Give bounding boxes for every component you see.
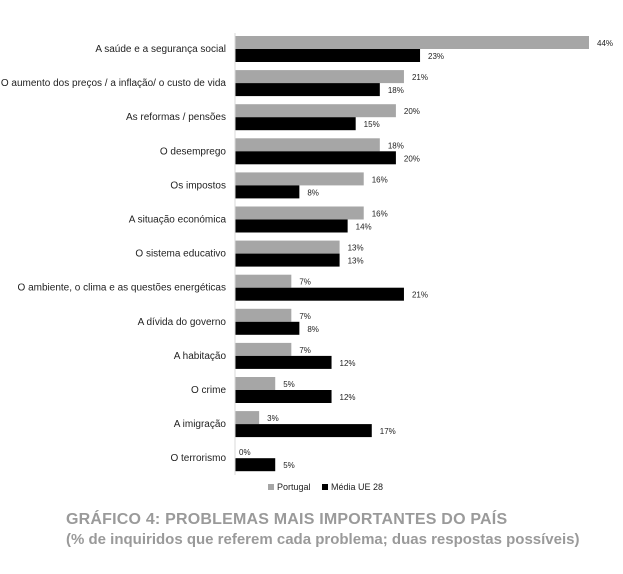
bar-portugal — [235, 240, 340, 254]
data-label: 44% — [597, 39, 613, 48]
data-labels: 44%23%21%18%20%15%18%20%16%8%16%14%13%13… — [239, 39, 613, 470]
bar-media-ue28 — [235, 253, 340, 267]
category-label: A habitação — [174, 351, 227, 362]
data-label: 8% — [307, 325, 319, 334]
legend-label: Portugal — [277, 482, 311, 492]
bar-media-ue28 — [235, 287, 404, 301]
legend-swatch — [322, 484, 328, 490]
bar-chart: A saúde e a segurança social O aumento do… — [1, 33, 613, 492]
bar-portugal — [235, 104, 396, 118]
data-label: 16% — [372, 175, 388, 184]
data-label: 17% — [380, 427, 396, 436]
data-label: 0% — [239, 448, 251, 457]
data-label: 5% — [283, 461, 295, 470]
data-label: 21% — [412, 291, 428, 300]
bar-portugal — [235, 411, 260, 425]
data-label: 23% — [428, 52, 444, 61]
data-label: 14% — [356, 223, 372, 232]
category-label: A situação económica — [129, 215, 227, 226]
category-label: O ambiente, o clima e as questões energé… — [18, 283, 226, 294]
bar-media-ue28 — [235, 117, 356, 131]
data-label: 8% — [307, 188, 319, 197]
bar-portugal — [235, 342, 292, 356]
bar-media-ue28 — [235, 458, 276, 472]
legend-label: Média UE 28 — [331, 482, 383, 492]
data-label: 20% — [404, 107, 420, 116]
figure-caption: GRÁFICO 4: PROBLEMAS MAIS IMPORTANTES DO… — [66, 510, 616, 549]
legend: Portugal Média UE 28 — [268, 482, 383, 492]
bar-media-ue28 — [235, 355, 332, 369]
bar-portugal — [235, 138, 380, 152]
data-label: 5% — [283, 380, 295, 389]
data-label: 21% — [412, 73, 428, 82]
bars — [235, 36, 589, 472]
bar-media-ue28 — [235, 390, 332, 403]
category-label: As reformas / pensões — [126, 112, 226, 123]
category-label: O aumento dos preços / a inflação/ o cus… — [1, 78, 227, 89]
data-label: 7% — [299, 346, 311, 355]
category-label: A dívida do governo — [138, 317, 227, 328]
category-labels: A saúde e a segurança social O aumento do… — [1, 44, 227, 464]
data-label: 13% — [348, 257, 364, 266]
bar-portugal — [235, 36, 589, 49]
category-label: O crime — [191, 385, 226, 396]
bar-portugal — [235, 70, 404, 84]
category-label: O sistema educativo — [135, 249, 226, 260]
data-label: 20% — [404, 154, 420, 163]
data-label: 18% — [388, 141, 404, 150]
category-label: O terrorismo — [170, 453, 226, 464]
category-label: A saúde e a segurança social — [95, 44, 226, 55]
bar-media-ue28 — [235, 185, 300, 199]
bar-portugal — [235, 172, 364, 186]
data-label: 18% — [388, 86, 404, 95]
category-label: Os impostos — [170, 180, 226, 191]
data-label: 16% — [372, 210, 388, 219]
bar-media-ue28 — [235, 83, 380, 97]
data-label: 7% — [299, 278, 311, 287]
data-label: 3% — [267, 414, 279, 423]
figure-subtitle: (% de inquiridos que referem cada proble… — [66, 531, 580, 548]
bar-media-ue28 — [235, 151, 396, 165]
category-label: O desemprego — [160, 146, 227, 157]
bar-media-ue28 — [235, 219, 348, 233]
bar-portugal — [235, 377, 276, 390]
bar-portugal — [235, 274, 292, 288]
figure-title: GRÁFICO 4: PROBLEMAS MAIS IMPORTANTES DO… — [66, 511, 508, 528]
bar-media-ue28 — [235, 321, 300, 335]
legend-swatch — [268, 484, 274, 490]
category-label: A imigração — [174, 419, 227, 430]
data-label: 13% — [348, 244, 364, 253]
data-label: 12% — [340, 393, 356, 402]
bar-portugal — [235, 308, 292, 322]
bar-media-ue28 — [235, 424, 372, 438]
data-label: 7% — [299, 312, 311, 321]
data-label: 12% — [340, 359, 356, 368]
bar-portugal — [235, 206, 364, 220]
data-label: 15% — [364, 120, 380, 129]
bar-media-ue28 — [235, 49, 421, 62]
